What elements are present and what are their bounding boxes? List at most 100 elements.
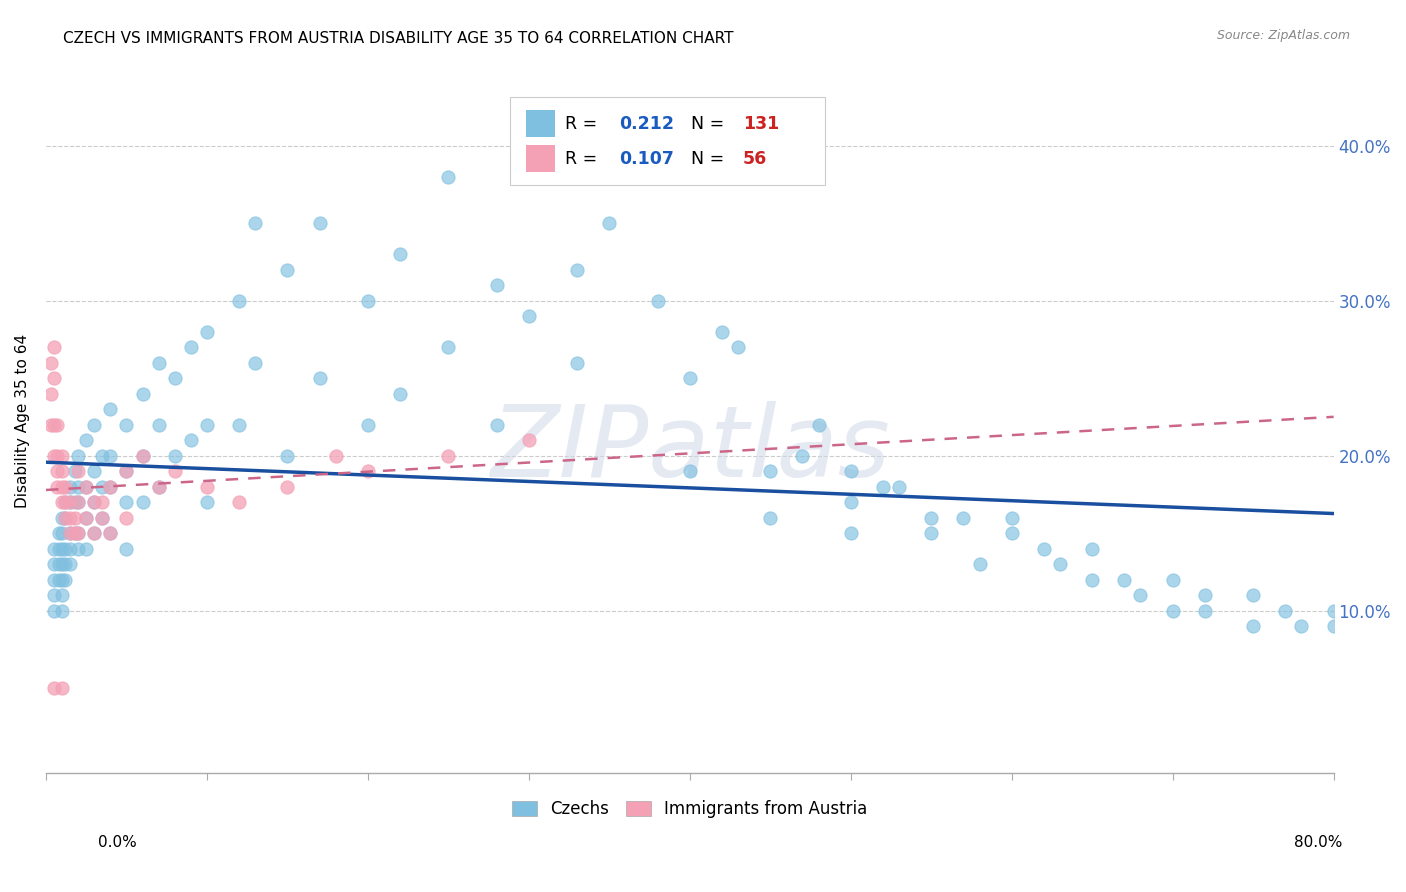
Point — [131, 387, 153, 401]
Point — [517, 310, 540, 324]
Text: Source: ZipAtlas.com: Source: ZipAtlas.com — [1216, 29, 1350, 42]
Point — [115, 417, 138, 432]
Point — [48, 526, 70, 541]
Point — [437, 340, 460, 354]
Point — [115, 464, 138, 478]
Point — [565, 263, 588, 277]
Point — [53, 510, 76, 524]
Text: 80.0%: 80.0% — [1295, 836, 1343, 850]
Point — [63, 526, 86, 541]
Point — [91, 449, 114, 463]
Point — [115, 464, 138, 478]
Point — [679, 371, 702, 385]
Point — [131, 449, 153, 463]
Point — [1323, 604, 1346, 618]
Point — [195, 495, 218, 509]
Point — [63, 510, 86, 524]
Point — [180, 340, 202, 354]
Point — [1291, 619, 1313, 633]
Point — [1194, 604, 1216, 618]
Point — [228, 417, 250, 432]
Point — [39, 417, 62, 432]
Point — [83, 526, 105, 541]
Point — [42, 604, 65, 618]
Point — [839, 495, 862, 509]
Point — [53, 480, 76, 494]
Point — [98, 526, 121, 541]
Text: 0.212: 0.212 — [619, 114, 673, 133]
Point — [437, 449, 460, 463]
Point — [59, 541, 82, 556]
Point — [1161, 573, 1184, 587]
Point — [83, 464, 105, 478]
Text: ZIPatlas: ZIPatlas — [489, 401, 890, 498]
Point — [1081, 541, 1104, 556]
Point — [59, 495, 82, 509]
Point — [920, 510, 942, 524]
Point — [1081, 573, 1104, 587]
Point — [727, 340, 749, 354]
Point — [98, 402, 121, 417]
Text: CZECH VS IMMIGRANTS FROM AUSTRIA DISABILITY AGE 35 TO 64 CORRELATION CHART: CZECH VS IMMIGRANTS FROM AUSTRIA DISABIL… — [63, 31, 734, 46]
Point — [437, 169, 460, 184]
Point — [565, 356, 588, 370]
Point — [59, 526, 82, 541]
Point — [839, 464, 862, 478]
Point — [46, 449, 69, 463]
Text: R =: R = — [565, 114, 603, 133]
Point — [276, 449, 298, 463]
Point — [48, 573, 70, 587]
Point — [485, 278, 508, 293]
Point — [51, 510, 73, 524]
Point — [228, 495, 250, 509]
Point — [1241, 619, 1264, 633]
Point — [51, 541, 73, 556]
FancyBboxPatch shape — [526, 110, 554, 136]
Point — [98, 526, 121, 541]
Point — [59, 480, 82, 494]
Point — [872, 480, 894, 494]
Point — [228, 293, 250, 308]
Point — [969, 558, 991, 572]
Point — [63, 495, 86, 509]
Point — [83, 495, 105, 509]
Point — [357, 464, 380, 478]
Point — [308, 371, 330, 385]
Point — [98, 480, 121, 494]
Point — [131, 449, 153, 463]
Point — [59, 526, 82, 541]
Point — [148, 356, 170, 370]
Point — [839, 526, 862, 541]
Text: 131: 131 — [742, 114, 779, 133]
Point — [1049, 558, 1071, 572]
Point — [51, 588, 73, 602]
Point — [91, 510, 114, 524]
Legend: Czechs, Immigrants from Austria: Czechs, Immigrants from Austria — [505, 794, 875, 825]
Text: 56: 56 — [742, 150, 766, 168]
Point — [115, 541, 138, 556]
Point — [67, 541, 90, 556]
Point — [679, 464, 702, 478]
Point — [51, 464, 73, 478]
Point — [53, 573, 76, 587]
Point — [276, 480, 298, 494]
Point — [325, 449, 347, 463]
Point — [115, 510, 138, 524]
Point — [42, 449, 65, 463]
Point — [1001, 510, 1024, 524]
Point — [245, 356, 267, 370]
Text: 0.107: 0.107 — [619, 150, 673, 168]
Point — [51, 480, 73, 494]
Point — [42, 573, 65, 587]
Point — [51, 495, 73, 509]
Point — [148, 480, 170, 494]
Point — [98, 449, 121, 463]
Text: 0.0%: 0.0% — [98, 836, 138, 850]
Point — [53, 558, 76, 572]
Point — [75, 480, 97, 494]
Point — [42, 340, 65, 354]
Point — [46, 464, 69, 478]
Point — [46, 480, 69, 494]
Point — [598, 216, 620, 230]
Point — [887, 480, 910, 494]
